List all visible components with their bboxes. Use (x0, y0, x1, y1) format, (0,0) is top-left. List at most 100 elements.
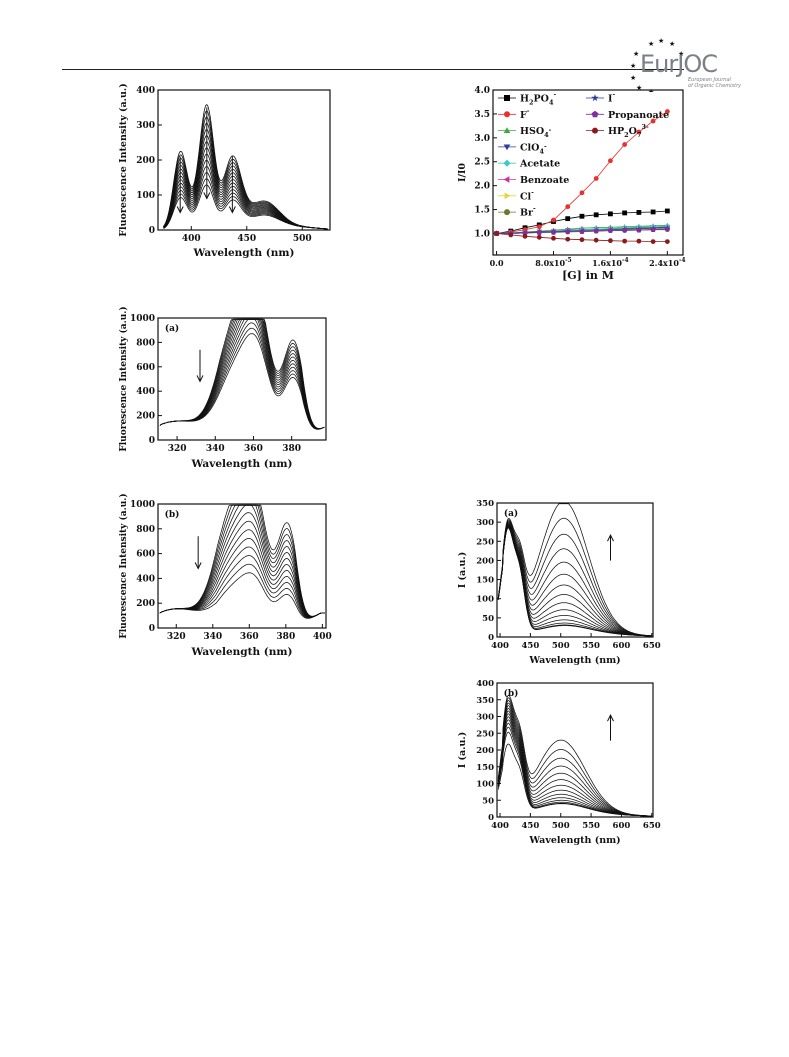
marker-circle (650, 118, 656, 124)
legend: H2PO4-F- HSO4- ClO4- Acetate Benzoate Cl- Br- I… (498, 91, 669, 219)
legend-sup: - (553, 91, 556, 99)
y-tick-label: 3.0 (474, 134, 490, 144)
chart-ratio-vs-concentration: 1.0 1.5 2.0 2.5 3.0 3.5 4.0 [G] in M I/I0 0.0 8.0x… (457, 86, 686, 282)
x-tick-label: 550 (582, 641, 600, 651)
plot-frame (492, 89, 684, 256)
x-tick-label: 450 (522, 821, 540, 831)
y-tick-label: 0 (488, 813, 494, 823)
y-tick-label: 100 (476, 780, 494, 790)
svg-text:★: ★ (630, 62, 636, 70)
x-axis-label: Wavelength (nm) (191, 646, 293, 658)
svg-text:★: ★ (648, 40, 654, 48)
marker-square (650, 209, 656, 215)
chart-intensity-panel-a: 400 450 500 550 600 650 0 50 100 150 200 250 300 350 W… (457, 499, 661, 666)
figure-right-a: 400 450 500 550 600 650 0 50 100 150 200 250 300 350 W… (455, 495, 665, 673)
plot-frame (157, 503, 327, 629)
logo-subtitle-line1: European Journal (688, 77, 731, 83)
axes: 400 450 500 0 100 200 300 400 Wavelength (nm) Flu… (118, 83, 331, 259)
y-tick-label: 250 (476, 729, 494, 739)
logo-wordmark: EurJOC (640, 50, 718, 78)
y-tick-label: 100 (136, 191, 155, 201)
panel-label: (a) (165, 323, 179, 334)
marker-triangle-down (503, 144, 511, 151)
y-tick-label: 1000 (130, 314, 155, 324)
y-tick-label: 600 (136, 550, 155, 560)
spectrum-curve (497, 525, 652, 637)
marker-square (608, 211, 613, 217)
legend-sup: - (549, 126, 552, 134)
x-tick-label: 400 (313, 632, 332, 642)
marker-circle (579, 237, 585, 243)
decrease-arrow-head (176, 206, 184, 214)
legend-label: Benzoate (520, 175, 569, 186)
y-tick-label: 800 (136, 525, 155, 535)
decrease-arrow-head (196, 375, 204, 383)
panel-label: (b) (504, 688, 519, 699)
chart-fluorescence-top-left: 400 450 500 0 100 200 300 400 Wavelength (nm) Flu… (118, 83, 331, 259)
x-tick-label: 360 (244, 444, 263, 454)
x-tick-label: 500 (552, 641, 570, 651)
marker-circle (664, 109, 670, 114)
marker-pentagon (607, 227, 614, 233)
y-tick-label: 50 (482, 796, 494, 806)
legend-label: Propanoate (608, 110, 669, 121)
x-tick-label: 380 (282, 444, 301, 454)
decrease-arrow-head (228, 206, 236, 214)
marker-square (593, 212, 599, 218)
axes: 400 450 500 550 600 650 0 50 100 150 200 250 300 350 W… (457, 499, 661, 666)
y-tick-label: 200 (136, 599, 155, 609)
legend-rest: PO (534, 94, 549, 105)
increase-arrow-head (607, 714, 614, 722)
figure-middle-left-b: 320 340 360 380 400 0 200 400 600 800 1000 Waveleng… (118, 493, 343, 676)
y-tick-label: 1.5 (474, 206, 490, 216)
x-tick-label: 380 (276, 632, 295, 642)
marker-circle (508, 232, 514, 238)
legend-sup: - (544, 142, 547, 150)
svg-text:★: ★ (678, 50, 684, 58)
marker-pentagon (536, 229, 542, 235)
plot-frame (496, 502, 654, 638)
marker-triangle-left (503, 176, 510, 183)
marker-circle (636, 238, 642, 244)
marker-star (591, 94, 599, 102)
legend-sup: - (531, 188, 534, 196)
increase-arrow-head (607, 534, 614, 542)
legend-label: ClO4- (520, 142, 547, 155)
x-tick-label: 320 (167, 632, 186, 642)
marker-pentagon (565, 228, 571, 234)
legend-sup: - (527, 107, 530, 115)
y-axis-label: Fluorescence Intensity (a.u.) (118, 493, 129, 638)
x-tick-label: 1.6x10-4 (592, 257, 629, 268)
y-tick-label: 350 (476, 499, 494, 509)
legend-label: H2PO4- (520, 91, 556, 107)
x-tick-label: 600 (613, 641, 631, 651)
x-tick-exponent: -5 (565, 257, 572, 264)
marker-circle (579, 190, 585, 196)
x-tick-label: 2.4x10-4 (649, 257, 686, 268)
journal-logo: ★ ★ ★ ★ ★ ★ ★ ★ ★ EurJOC European Journal of … (628, 38, 748, 92)
x-tick-label: 400 (491, 821, 509, 831)
svg-text:★: ★ (630, 74, 636, 82)
x-tick-label: 500 (293, 234, 312, 244)
legend-sup: - (533, 205, 536, 213)
y-tick-label: 150 (476, 763, 494, 773)
spectrum-curve (497, 694, 652, 817)
legend-label: Br- (520, 205, 536, 219)
axes: 320 340 360 380 400 0 200 400 600 800 1000 Waveleng… (118, 493, 332, 658)
x-tick-label: 320 (168, 444, 187, 454)
y-tick-label: 350 (476, 696, 494, 706)
svg-text:★: ★ (669, 40, 675, 48)
svg-text:★: ★ (658, 38, 664, 45)
legend-sub: 2 (529, 99, 534, 107)
legend-sub: 4 (544, 131, 549, 139)
y-tick-label: 400 (136, 387, 155, 397)
x-tick-label: 450 (237, 234, 256, 244)
spectrum-curve (497, 522, 652, 637)
y-tick-label: 250 (476, 537, 494, 547)
header-rule (62, 69, 684, 70)
y-tick-label: 4.0 (474, 86, 490, 96)
y-tick-label: 200 (136, 156, 155, 166)
svg-text:★: ★ (633, 50, 639, 58)
marker-pentagon (593, 228, 599, 234)
marker-pentagon (579, 228, 585, 234)
